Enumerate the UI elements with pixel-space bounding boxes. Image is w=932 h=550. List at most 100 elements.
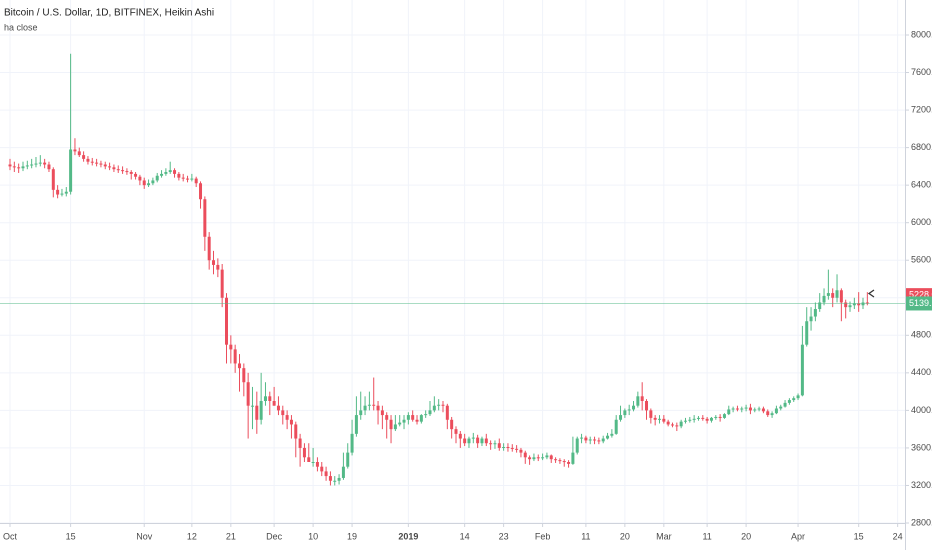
candle-body <box>805 321 809 345</box>
candle-body <box>250 405 254 407</box>
candle-body <box>727 409 731 415</box>
candle-body <box>424 414 428 416</box>
y-tick-label: 5600.0 <box>911 255 932 265</box>
candle-body <box>510 447 514 449</box>
candle-body <box>787 400 791 403</box>
candle-body <box>177 173 181 178</box>
candle-body <box>86 158 90 162</box>
candle-body <box>285 415 289 420</box>
candle-body <box>536 457 540 459</box>
candle-body <box>748 407 752 411</box>
candle-body <box>428 410 432 415</box>
candle-body <box>17 167 21 169</box>
candle-body <box>761 408 765 412</box>
candle-body <box>865 302 869 304</box>
candle-body <box>839 290 843 303</box>
candle-body <box>151 180 155 184</box>
candle-body <box>346 452 350 467</box>
candle-body <box>714 416 718 418</box>
candle-body <box>653 417 657 420</box>
candle-body <box>173 170 177 174</box>
candle-body <box>679 421 683 427</box>
candle-body <box>298 438 302 448</box>
scroll-arrow[interactable] <box>867 289 875 298</box>
candle-body <box>662 418 666 422</box>
candle-body <box>502 446 506 448</box>
x-tick-label: 19 <box>347 531 357 541</box>
candle-body <box>857 303 861 306</box>
candle-body <box>225 297 228 345</box>
candle-body <box>632 405 636 410</box>
candle-body <box>25 165 29 167</box>
candle-body <box>809 316 813 322</box>
candle-body <box>90 161 94 163</box>
candle-body <box>826 293 830 296</box>
candle-body <box>831 293 835 298</box>
candle-body <box>194 178 198 184</box>
candle-body <box>315 462 319 467</box>
x-tick-label: 15 <box>854 531 864 541</box>
candle-body <box>744 407 748 409</box>
candle-body <box>242 368 246 383</box>
candle-body <box>692 418 696 420</box>
candle-body <box>43 162 47 165</box>
candle-body <box>246 382 250 406</box>
y-tick-label: 6800.0 <box>911 142 932 152</box>
grid <box>0 0 905 524</box>
candle-body <box>523 452 527 458</box>
candle-body <box>666 421 670 425</box>
candle-body <box>376 405 380 411</box>
candle-body <box>276 405 280 411</box>
candle-body <box>636 396 640 406</box>
candle-body <box>588 439 592 441</box>
candle-body <box>337 477 341 481</box>
chart-title: Bitcoin / U.S. Dollar, 1D, BITFINEX, Hei… <box>4 8 214 19</box>
candle-body <box>463 438 467 444</box>
x-tick-label: 24 <box>893 531 903 541</box>
candle-body <box>281 410 285 416</box>
candle-body <box>467 438 471 444</box>
candle-body <box>670 424 674 426</box>
x-tick-label: 15 <box>66 531 76 541</box>
y-tick-label: 4800.0 <box>911 330 932 340</box>
price-label: 5228.0 <box>909 290 932 300</box>
candle-body <box>480 438 484 444</box>
x-tick-label: 20 <box>741 531 751 541</box>
candle-body <box>302 447 306 458</box>
x-tick-label: Mar <box>656 531 672 541</box>
candle-body <box>493 443 497 445</box>
candle-body <box>649 410 653 418</box>
candle-body <box>783 402 787 407</box>
candle-body <box>844 302 848 308</box>
candle-body <box>610 433 614 436</box>
candle-body <box>601 438 605 442</box>
candle-body <box>116 169 120 171</box>
price-label-box <box>906 296 932 311</box>
candle-body <box>77 151 81 156</box>
candle-body <box>103 164 107 167</box>
candle-body <box>8 164 12 167</box>
candle-body <box>263 396 267 401</box>
candle-body <box>532 457 536 460</box>
candle-body <box>675 425 679 427</box>
candle-body <box>740 408 744 410</box>
candle-body <box>645 401 649 411</box>
candle-body <box>385 415 389 420</box>
candle-body <box>406 415 410 420</box>
candle-body <box>60 193 64 195</box>
candle-body <box>766 411 770 416</box>
candle-body <box>619 415 623 420</box>
x-tick-label: 12 <box>187 531 197 541</box>
candle-body <box>432 405 436 411</box>
candle-body <box>142 180 146 186</box>
candle-body <box>489 443 493 445</box>
y-tick-label: 7600.0 <box>911 67 932 77</box>
x-tick-label: 14 <box>460 531 470 541</box>
candle-body <box>476 437 480 444</box>
candle-body <box>450 419 454 430</box>
candle-body <box>779 406 783 409</box>
x-tick-label: 11 <box>581 531 590 541</box>
x-tick-label: 23 <box>499 531 509 541</box>
candle-body <box>614 419 618 434</box>
